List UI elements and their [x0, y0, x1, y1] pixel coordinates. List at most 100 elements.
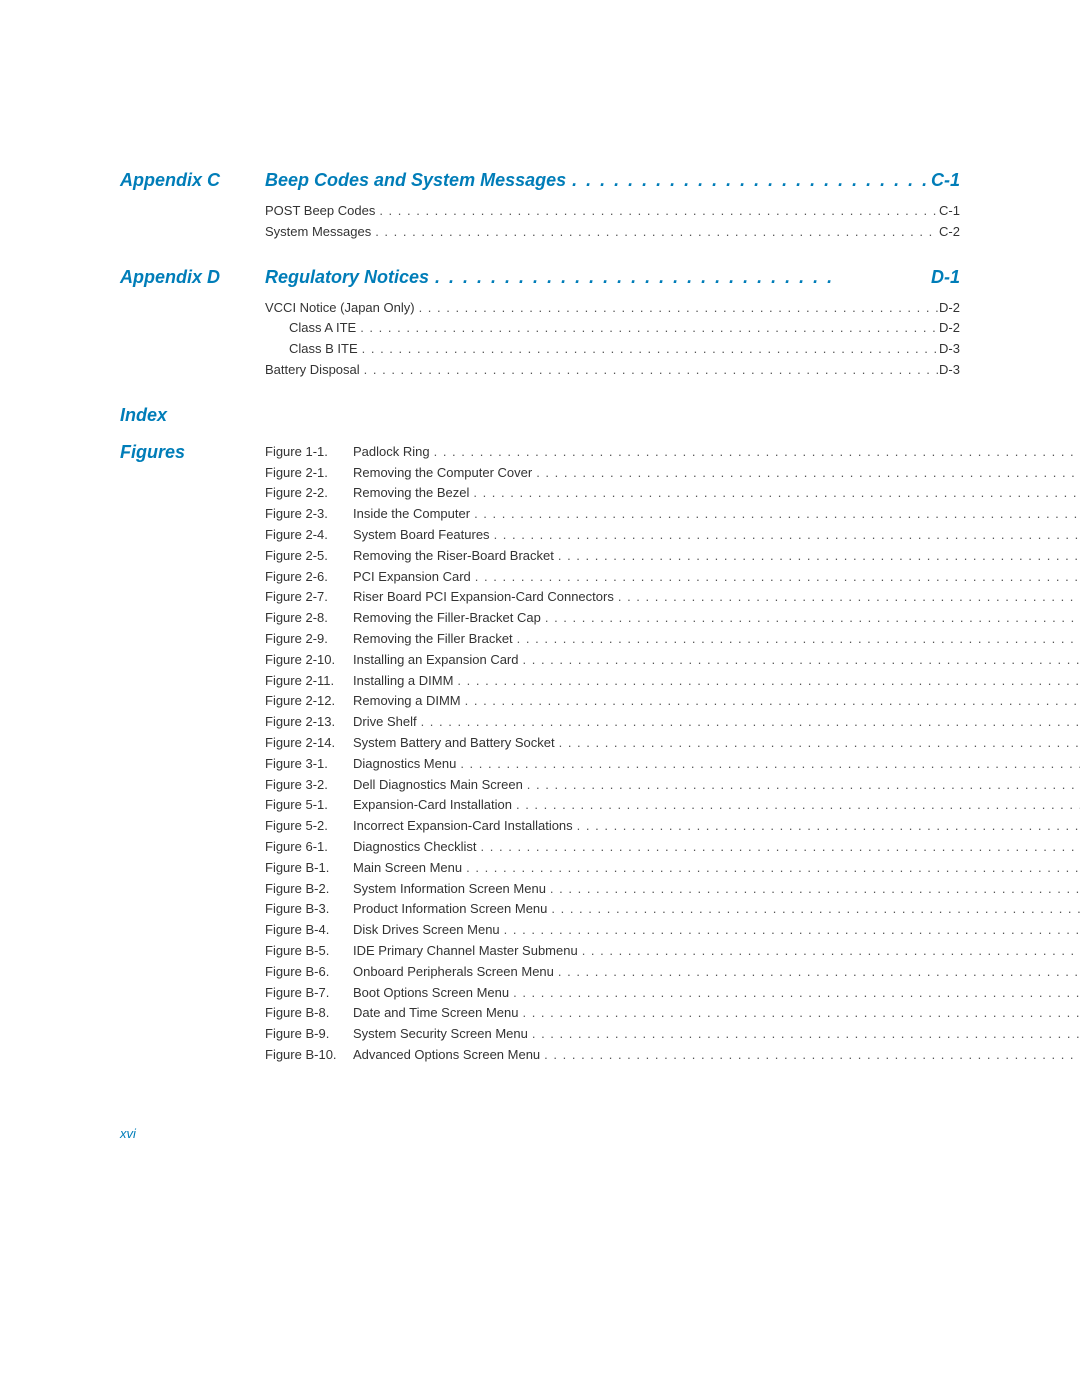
toc-sub-entry[interactable]: Class A ITE. . . . . . . . . . . . . . .…	[265, 318, 960, 339]
figure-number: Figure 3-2.	[265, 775, 353, 796]
figure-entry[interactable]: Figure 3-2.Dell Diagnostics Main Screen.…	[265, 775, 1080, 796]
figure-entry[interactable]: Figure 5-1.Expansion-Card Installation. …	[265, 795, 1080, 816]
figure-entry[interactable]: Figure 2-12.Removing a DIMM. . . . . . .…	[265, 691, 1080, 712]
leader-dots: . . . . . . . . . . . . . . . . . . . . …	[578, 941, 1080, 962]
figure-number: Figure 2-13.	[265, 712, 353, 733]
figure-entry[interactable]: Figure 2-10.Installing an Expansion Card…	[265, 650, 1080, 671]
figure-number: Figure B-10.	[265, 1045, 353, 1066]
figure-entry[interactable]: Figure B-1.Main Screen Menu. . . . . . .…	[265, 858, 1080, 879]
figure-title: Padlock Ring	[353, 442, 430, 463]
figure-title: Advanced Options Screen Menu	[353, 1045, 540, 1066]
figure-title: Removing the Bezel	[353, 483, 469, 504]
figure-title: Diagnostics Checklist	[353, 837, 477, 858]
leader-dots: . . . . . . . . . . . . . . . . . . . . …	[417, 712, 1080, 733]
toc-sub-entry[interactable]: System Messages. . . . . . . . . . . . .…	[265, 222, 960, 243]
toc-sub-entry[interactable]: Battery Disposal. . . . . . . . . . . . …	[265, 360, 960, 381]
appendix-c-label: Appendix C	[120, 170, 265, 191]
toc-entry-label: VCCI Notice (Japan Only)	[265, 298, 415, 319]
figure-entry[interactable]: Figure 2-4.System Board Features. . . . …	[265, 525, 1080, 546]
figure-entry[interactable]: Figure B-5.IDE Primary Channel Master Su…	[265, 941, 1080, 962]
figure-number: Figure B-6.	[265, 962, 353, 983]
appendix-d-section: Appendix D Regulatory Notices . . . . . …	[120, 267, 960, 381]
figure-title: Incorrect Expansion-Card Installations	[353, 816, 573, 837]
index-heading[interactable]: Index	[120, 405, 960, 426]
figure-number: Figure B-3.	[265, 899, 353, 920]
toc-entry-label: Battery Disposal	[265, 360, 360, 381]
figure-number: Figure 2-1.	[265, 463, 353, 484]
leader-dots: . . . . . . . . . . . . . . . . . . . . …	[546, 879, 1080, 900]
toc-entry-page: C-1	[939, 201, 960, 222]
leader-dots: . . . . . . . . . . . . . . . . . . . . …	[356, 318, 939, 339]
page-number-footer: xvi	[120, 1126, 960, 1141]
figure-entry[interactable]: Figure 1-1.Padlock Ring. . . . . . . . .…	[265, 442, 1080, 463]
figure-title: Product Information Screen Menu	[353, 899, 547, 920]
figure-entry[interactable]: Figure B-6.Onboard Peripherals Screen Me…	[265, 962, 1080, 983]
toc-sub-entry[interactable]: VCCI Notice (Japan Only). . . . . . . . …	[265, 298, 960, 319]
leader-dots: . . . . . . . . . . . . . . . . . . . . …	[453, 671, 1080, 692]
figure-number: Figure 2-7.	[265, 587, 353, 608]
leader-dots: . . . . . . . . . . . . . . . . . . . . …	[371, 222, 939, 243]
leader-dots: . . . . . . . . . . . . . . . . . . . . …	[528, 1024, 1080, 1045]
figure-number: Figure 1-1.	[265, 442, 353, 463]
figure-entry[interactable]: Figure 6-1.Diagnostics Checklist. . . . …	[265, 837, 1080, 858]
figure-entry[interactable]: Figure 2-13.Drive Shelf. . . . . . . . .…	[265, 712, 1080, 733]
appendix-d-heading[interactable]: Regulatory Notices . . . . . . . . . . .…	[265, 267, 960, 288]
leader-dots: . . . . . . . . . . . . . . . . . . . . …	[358, 339, 939, 360]
figure-entry[interactable]: Figure 2-7.Riser Board PCI Expansion-Car…	[265, 587, 1080, 608]
figure-number: Figure 5-2.	[265, 816, 353, 837]
figure-entry[interactable]: Figure 2-5.Removing the Riser-Board Brac…	[265, 546, 1080, 567]
figure-entry[interactable]: Figure 2-3.Inside the Computer. . . . . …	[265, 504, 1080, 525]
leader-dots: . . . . . . . . . . . . . . . . . . . . …	[360, 360, 939, 381]
figure-entry[interactable]: Figure 5-2.Incorrect Expansion-Card Inst…	[265, 816, 1080, 837]
figure-entry[interactable]: Figure B-4.Disk Drives Screen Menu. . . …	[265, 920, 1080, 941]
leader-dots: . . . . . . . . . . . . . . . . . . . . …	[462, 858, 1080, 879]
leader-dots: . . . . . . . . . . . . . . . . . . . . …	[470, 504, 1080, 525]
figure-title: Inside the Computer	[353, 504, 470, 525]
figure-number: Figure 2-14.	[265, 733, 353, 754]
appendix-d-items: VCCI Notice (Japan Only). . . . . . . . …	[265, 298, 960, 381]
figure-entry[interactable]: Figure B-7.Boot Options Screen Menu. . .…	[265, 983, 1080, 1004]
figure-title: Installing an Expansion Card	[353, 650, 519, 671]
toc-entry-page: D-3	[939, 339, 960, 360]
toc-sub-entry[interactable]: POST Beep Codes. . . . . . . . . . . . .…	[265, 201, 960, 222]
figure-number: Figure 2-10.	[265, 650, 353, 671]
leader-dots: . . . . . . . . . . . . . . . . . . . . …	[471, 567, 1080, 588]
figure-title: System Information Screen Menu	[353, 879, 546, 900]
figure-entry[interactable]: Figure 3-1.Diagnostics Menu. . . . . . .…	[265, 754, 1080, 775]
figure-entry[interactable]: Figure 2-8.Removing the Filler-Bracket C…	[265, 608, 1080, 629]
figure-entry[interactable]: Figure B-10.Advanced Options Screen Menu…	[265, 1045, 1080, 1066]
figure-entry[interactable]: Figure 2-9.Removing the Filler Bracket. …	[265, 629, 1080, 650]
leader-dots: . . . . . . . . . . . . . . . . . . . . …	[461, 691, 1080, 712]
figure-entry[interactable]: Figure B-2.System Information Screen Men…	[265, 879, 1080, 900]
figure-entry[interactable]: Figure B-8.Date and Time Screen Menu. . …	[265, 1003, 1080, 1024]
figure-number: Figure 2-5.	[265, 546, 353, 567]
figure-number: Figure 3-1.	[265, 754, 353, 775]
figure-number: Figure B-7.	[265, 983, 353, 1004]
figure-entry[interactable]: Figure B-3.Product Information Screen Me…	[265, 899, 1080, 920]
figure-title: Riser Board PCI Expansion-Card Connector…	[353, 587, 614, 608]
leader-dots: . . . . . . . . . . . . . . . . . . . . …	[541, 608, 1080, 629]
figure-entry[interactable]: Figure 2-14.System Battery and Battery S…	[265, 733, 1080, 754]
appendix-d-title-row: Appendix D Regulatory Notices . . . . . …	[120, 267, 960, 288]
figure-number: Figure 2-8.	[265, 608, 353, 629]
figure-entry[interactable]: Figure 2-6.PCI Expansion Card. . . . . .…	[265, 567, 1080, 588]
toc-entry-page: D-3	[939, 360, 960, 381]
figure-entry[interactable]: Figure 2-11.Installing a DIMM. . . . . .…	[265, 671, 1080, 692]
appendix-c-items: POST Beep Codes. . . . . . . . . . . . .…	[265, 201, 960, 243]
toc-entry-page: C-2	[939, 222, 960, 243]
leader-dots: . . . . . . . . . . . . . . . . . . . . …	[555, 733, 1080, 754]
appendix-c-section: Appendix C Beep Codes and System Message…	[120, 170, 960, 243]
figure-title: Disk Drives Screen Menu	[353, 920, 500, 941]
appendix-c-page: C-1	[931, 170, 960, 191]
appendix-c-heading[interactable]: Beep Codes and System Messages . . . . .…	[265, 170, 960, 191]
leader-dots: . . . . . . . . . . . . . . . . . . . . …	[430, 442, 1080, 463]
figure-entry[interactable]: Figure 2-1.Removing the Computer Cover. …	[265, 463, 1080, 484]
leader-dots: . . . . . . . . . . . . . . . . . . . . …	[523, 775, 1080, 796]
toc-entry-label: System Messages	[265, 222, 371, 243]
figure-entry[interactable]: Figure 2-2.Removing the Bezel. . . . . .…	[265, 483, 1080, 504]
figure-entry[interactable]: Figure B-9.System Security Screen Menu. …	[265, 1024, 1080, 1045]
leader-dots: . . . . . . . . . . . . . . . . . . . . …	[456, 754, 1080, 775]
figure-number: Figure 6-1.	[265, 837, 353, 858]
figure-title: Boot Options Screen Menu	[353, 983, 509, 1004]
toc-sub-entry[interactable]: Class B ITE. . . . . . . . . . . . . . .…	[265, 339, 960, 360]
